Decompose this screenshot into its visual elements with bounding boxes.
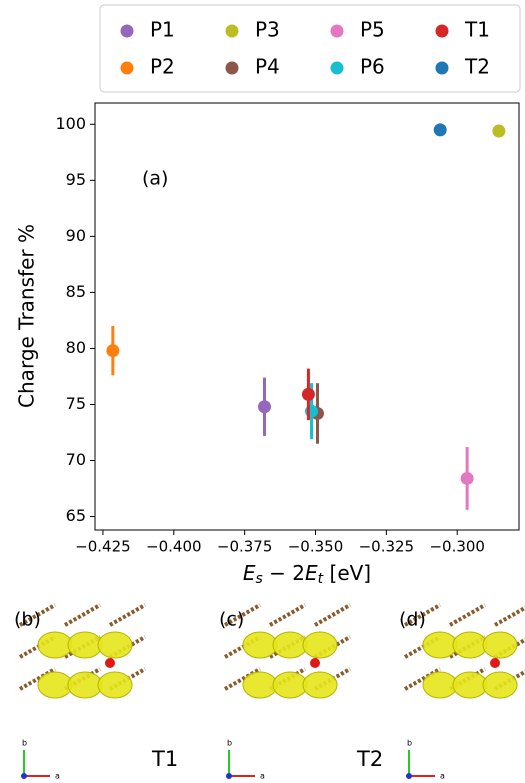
- molecule: [450, 605, 485, 625]
- panel-label: T2: [356, 747, 383, 771]
- panel-tag: (b): [14, 609, 41, 631]
- x-label-part: E: [305, 561, 318, 585]
- legend-marker: [331, 25, 344, 38]
- charge-density: [38, 632, 72, 658]
- legend-marker: [436, 62, 449, 75]
- x-tick-label: −0.350: [288, 538, 344, 556]
- point: [434, 123, 447, 136]
- legend-label: P2: [150, 55, 175, 79]
- point: [461, 472, 474, 485]
- charge-density: [483, 672, 517, 698]
- figure: Charge Transfer % Es − 2Et [eV] (a) (b) T…: [0, 0, 525, 783]
- charge-density: [38, 672, 72, 698]
- charge-density: [273, 632, 307, 658]
- x-label-part: [eV]: [323, 561, 371, 585]
- charge-density: [423, 632, 457, 658]
- x-tick-label: −0.425: [75, 538, 131, 556]
- legend-marker: [121, 25, 134, 38]
- molecule: [495, 605, 525, 625]
- atom: [310, 658, 320, 668]
- axis-a-label: a: [55, 772, 60, 781]
- legend-marker: [121, 62, 134, 75]
- panel-tag: (d): [399, 609, 426, 631]
- structure-panel: (d)P3ba: [399, 605, 525, 781]
- point: [302, 388, 315, 401]
- molecule: [65, 605, 100, 625]
- molecule: [110, 605, 145, 625]
- point: [106, 344, 119, 357]
- charge-density: [483, 632, 517, 658]
- axis-b-label: b: [22, 739, 27, 748]
- charge-density: [243, 672, 277, 698]
- x-tick-label: −0.375: [217, 538, 273, 556]
- y-tick-label: 70: [66, 450, 86, 469]
- charge-density: [453, 672, 487, 698]
- charge-density: [98, 672, 132, 698]
- y-tick-label: 100: [55, 114, 86, 133]
- point: [492, 125, 505, 138]
- charge-density: [68, 632, 102, 658]
- legend-label: P5: [360, 18, 385, 42]
- axis-a-label: a: [440, 772, 445, 781]
- structure-panel: (c) T2 b a: [219, 605, 383, 781]
- y-tick-label: 95: [66, 170, 86, 189]
- charge-density: [68, 672, 102, 698]
- x-label-part: s: [256, 571, 263, 587]
- panel-tag: (c): [219, 609, 244, 631]
- legend-marker: [331, 62, 344, 75]
- charge-density: [423, 672, 457, 698]
- y-axis-label: Charge Transfer %: [15, 224, 39, 408]
- panel-label: T1: [151, 747, 178, 771]
- molecule: [270, 605, 305, 625]
- x-label-part: E: [243, 561, 256, 585]
- legend-label: P1: [150, 18, 175, 42]
- axis-origin: [406, 773, 412, 779]
- axis-b-label: b: [407, 739, 412, 748]
- x-label-part: − 2: [263, 561, 305, 585]
- charge-density: [243, 632, 277, 658]
- atom: [490, 658, 500, 668]
- structure-panel: (b) T1 b a: [14, 605, 178, 781]
- y-tick-label: 65: [66, 506, 86, 525]
- x-tick-label: −0.300: [429, 538, 485, 556]
- y-tick-label: 80: [66, 338, 86, 357]
- point: [258, 400, 271, 413]
- molecule: [315, 605, 350, 625]
- legend-label: T2: [464, 55, 490, 79]
- axis-origin: [226, 773, 232, 779]
- y-tick-label: 90: [66, 226, 86, 245]
- charge-density: [453, 632, 487, 658]
- legend-label: P6: [360, 55, 385, 79]
- annotation: (a): [142, 168, 168, 190]
- legend-label: P4: [255, 55, 280, 79]
- x-axis-label: Es − 2Et [eV]: [243, 561, 371, 588]
- y-tick-label: 75: [66, 394, 86, 413]
- atom: [105, 658, 115, 668]
- x-tick-label: −0.325: [359, 538, 415, 556]
- charge-density: [98, 632, 132, 658]
- legend-label: P3: [255, 18, 280, 42]
- legend-marker: [226, 25, 239, 38]
- charge-density: [273, 672, 307, 698]
- x-tick-label: −0.400: [146, 538, 202, 556]
- charge-density: [303, 672, 337, 698]
- charge-density: [303, 632, 337, 658]
- axis-a-label: a: [260, 772, 265, 781]
- axis-b-label: b: [227, 739, 232, 748]
- axis-origin: [21, 773, 27, 779]
- legend-label: T1: [464, 18, 490, 42]
- legend-marker: [436, 25, 449, 38]
- y-tick-label: 85: [66, 282, 86, 301]
- legend-marker: [226, 62, 239, 75]
